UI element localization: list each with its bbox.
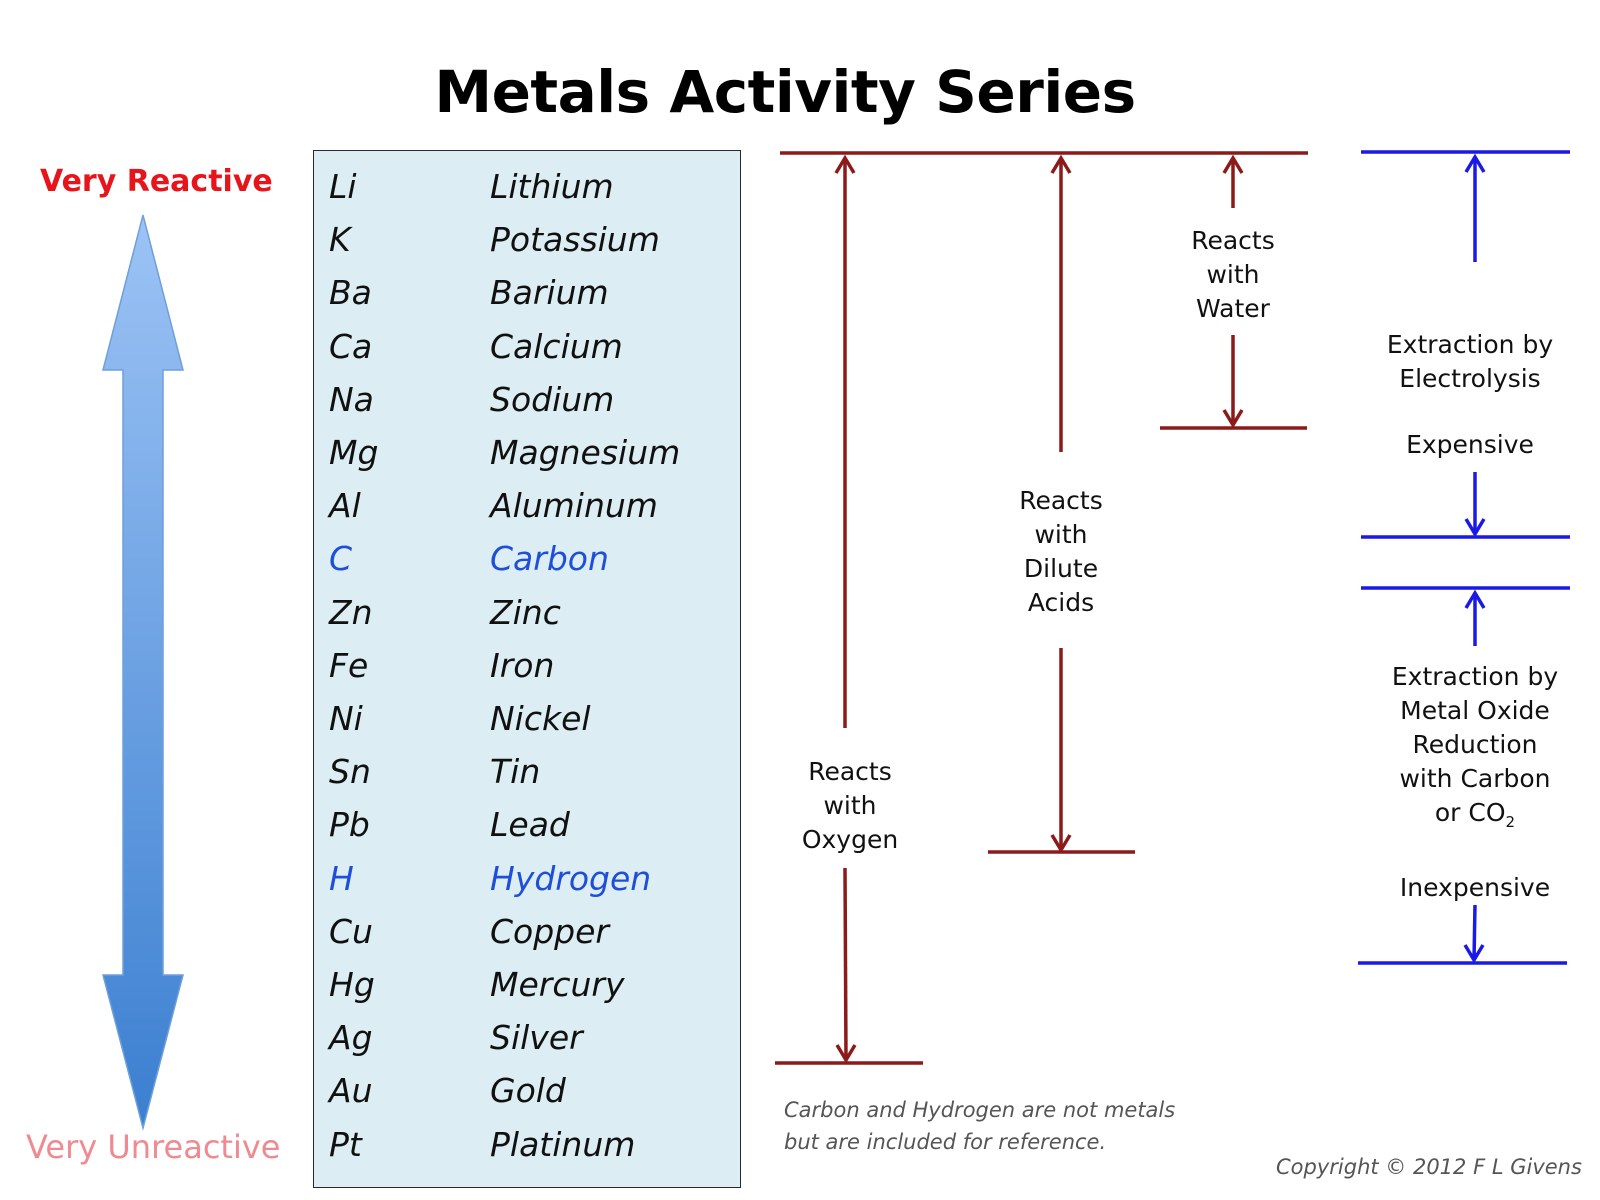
metal-name: Zinc	[490, 592, 561, 632]
water-label: Reacts with Water	[1191, 226, 1275, 323]
metal-row-iron: Fe Iron	[314, 646, 742, 698]
metal-symbol: Na	[329, 379, 374, 419]
reactivity-double-arrow	[102, 214, 184, 1131]
oxygen-down-line	[843, 867, 848, 1061]
reduction-down-arrowhead	[1463, 944, 1485, 964]
metal-symbol: Zn	[329, 592, 373, 632]
water-down-arrowhead	[1222, 409, 1244, 429]
metal-row-zinc: Zn Zinc	[314, 593, 742, 645]
metal-row-copper: Cu Copper	[314, 912, 742, 964]
metal-row-mercury: Hg Mercury	[314, 965, 742, 1017]
metal-name: Hydrogen	[490, 858, 652, 898]
metal-row-lead: Pb Lead	[314, 805, 742, 857]
electrolysis-down-arrowhead	[1464, 518, 1486, 538]
very-reactive-label: Very Reactive	[40, 164, 273, 199]
metal-name: Calcium	[490, 326, 623, 366]
metal-name: Nickel	[490, 699, 591, 738]
extraction-brackets	[1358, 150, 1570, 965]
metal-symbol: H	[329, 858, 354, 898]
metal-row-barium: Ba Barium	[314, 273, 742, 325]
metal-symbol: Fe	[329, 645, 369, 685]
metal-name: Barium	[490, 273, 609, 313]
metal-name: Carbon	[490, 539, 609, 579]
electrolysis-label: Extraction by Electrolysis Expensive	[1365, 328, 1575, 462]
metal-symbol: Cu	[329, 911, 373, 951]
water-up-arrowhead	[1222, 154, 1244, 174]
metal-row-silver: Ag Silver	[314, 1018, 742, 1070]
metal-symbol: Pt	[329, 1124, 362, 1164]
metal-symbol: Au	[329, 1071, 373, 1111]
metal-symbol: Hg	[329, 965, 375, 1004]
oxygen-label: Reacts with Oxygen	[801, 757, 899, 854]
metal-symbol: Mg	[329, 433, 379, 472]
metal-symbol: Pb	[329, 805, 370, 845]
page-title: Metals Activity Series	[434, 58, 1136, 126]
electrolysis-up-arrowhead	[1464, 153, 1486, 173]
metal-name: Potassium	[490, 220, 660, 260]
reduction-up-arrowhead	[1464, 589, 1486, 609]
metal-row-hydrogen: H Hydrogen	[314, 859, 742, 911]
acids-down-arrowhead	[1050, 834, 1072, 854]
metal-row-platinum: Pt Platinum	[314, 1125, 742, 1177]
metal-list-box: Li Lithium K Potassium Ba Barium Ca Calcium Na So…	[313, 150, 741, 1188]
metal-symbol: Al	[329, 486, 361, 526]
metal-name: Tin	[490, 752, 541, 792]
metal-symbol: Ni	[329, 699, 363, 738]
metal-symbol: Ca	[329, 326, 373, 366]
metal-symbol: Ag	[329, 1018, 373, 1058]
reduction-label: Extraction by Metal Oxide Reduction with C…	[1370, 660, 1580, 905]
reaction-brackets	[775, 151, 1308, 1065]
metal-name: Mercury	[490, 965, 625, 1004]
metal-row-calcium: Ca Calcium	[314, 327, 742, 379]
oxygen-up-arrowhead	[834, 154, 856, 174]
metal-name: Lead	[490, 805, 570, 845]
metal-symbol: Li	[329, 167, 357, 206]
metal-row-sodium: Na Sodium	[314, 380, 742, 432]
metal-name: Sodium	[490, 379, 615, 419]
metal-row-potassium: K Potassium	[314, 220, 742, 272]
metal-row-tin: Sn Tin	[314, 752, 742, 804]
reduction-down-line	[1472, 904, 1477, 961]
reduction-cost: Inexpensive	[1399, 873, 1551, 902]
metal-symbol: K	[329, 220, 351, 260]
metal-name: Platinum	[490, 1124, 636, 1164]
copyright: Copyright © 2012 F L Givens	[1276, 1155, 1582, 1179]
metal-name: Lithium	[490, 167, 614, 206]
footnote: Carbon and Hydrogen are not metals but ar…	[784, 1098, 1176, 1154]
metal-name: Copper	[490, 911, 609, 951]
metal-name: Gold	[490, 1071, 566, 1111]
acids-up-arrowhead	[1050, 154, 1072, 174]
metal-name: Aluminum	[490, 486, 658, 526]
very-unreactive-label: Very Unreactive	[26, 1128, 281, 1166]
oxygen-down-arrowhead	[835, 1044, 857, 1064]
metal-name: Magnesium	[490, 433, 681, 472]
metal-row-lithium: Li Lithium	[314, 167, 742, 219]
metal-name: Silver	[490, 1018, 583, 1058]
metal-row-carbon: C Carbon	[314, 539, 742, 591]
metal-symbol: C	[329, 539, 353, 579]
metal-name: Iron	[490, 645, 555, 685]
metal-row-gold: Au Gold	[314, 1071, 742, 1123]
metal-row-magnesium: Mg Magnesium	[314, 433, 742, 485]
electrolysis-cost: Expensive	[1406, 430, 1534, 459]
metal-row-aluminum: Al Aluminum	[314, 486, 742, 538]
acids-label: Reacts with Dilute Acids	[1019, 486, 1103, 617]
metal-symbol: Sn	[329, 752, 371, 792]
metal-symbol: Ba	[329, 273, 372, 313]
metal-row-nickel: Ni Nickel	[314, 699, 742, 751]
